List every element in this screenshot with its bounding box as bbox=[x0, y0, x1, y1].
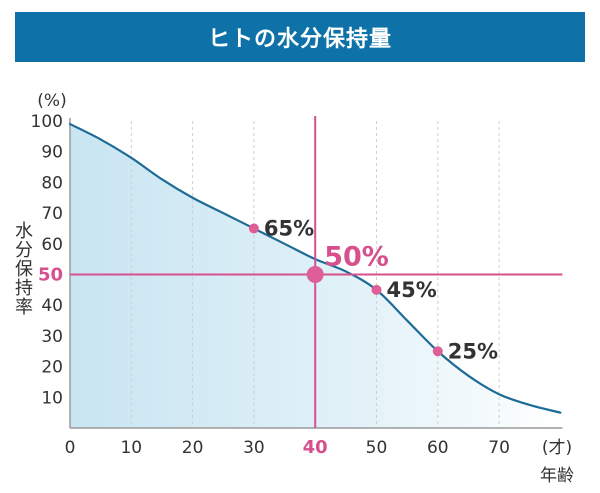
data-label-30: 65% bbox=[264, 216, 314, 240]
x-tick-label-highlight: 40 bbox=[303, 437, 328, 458]
x-tick-label-10: 10 bbox=[120, 438, 142, 458]
y-tick-label-10: 10 bbox=[41, 388, 63, 408]
tick-labels-layer: 0 10 20 30 40 50 60 70 10 20 30 40 50 60 70 80 90 100 bbox=[31, 112, 510, 458]
y-tick-label-70: 70 bbox=[41, 204, 63, 224]
x-tick-label-0: 0 bbox=[65, 438, 76, 458]
highlight-point bbox=[306, 266, 324, 283]
chart-header-bar: ヒトの水分保持量 bbox=[15, 12, 585, 62]
y-axis-unit: (%) bbox=[37, 91, 66, 111]
y-tick-label-80: 80 bbox=[41, 173, 63, 193]
y-tick-label-30: 30 bbox=[41, 327, 63, 347]
data-point-30 bbox=[248, 223, 259, 234]
data-label-60: 25% bbox=[448, 339, 498, 363]
data-point-50 bbox=[371, 284, 382, 295]
y-tick-label-90: 90 bbox=[41, 143, 63, 163]
x-tick-label-60: 60 bbox=[427, 438, 449, 458]
chart-title: ヒトの水分保持量 bbox=[207, 27, 392, 52]
data-point-60 bbox=[432, 346, 443, 357]
x-tick-label-30: 30 bbox=[243, 438, 265, 458]
x-axis-unit: (才) bbox=[542, 438, 572, 458]
highlight-label: 50% bbox=[324, 242, 389, 273]
y-tick-label-highlight: 50 bbox=[38, 265, 63, 286]
x-tick-label-70: 70 bbox=[488, 438, 510, 458]
data-label-50: 45% bbox=[387, 278, 437, 302]
y-tick-label-100: 100 bbox=[31, 112, 63, 132]
y-axis-label: 水分保持率 bbox=[12, 221, 33, 316]
x-axis-label: 年齢 bbox=[540, 466, 574, 486]
y-tick-label-20: 20 bbox=[41, 358, 63, 378]
x-tick-label-20: 20 bbox=[182, 438, 204, 458]
y-tick-label-40: 40 bbox=[41, 296, 63, 316]
x-tick-label-50: 50 bbox=[366, 438, 388, 458]
highlight-crosshair-layer: 50% bbox=[70, 116, 563, 428]
data-points-layer: 65% 45% 25% bbox=[248, 216, 498, 363]
y-tick-label-60: 60 bbox=[41, 235, 63, 255]
